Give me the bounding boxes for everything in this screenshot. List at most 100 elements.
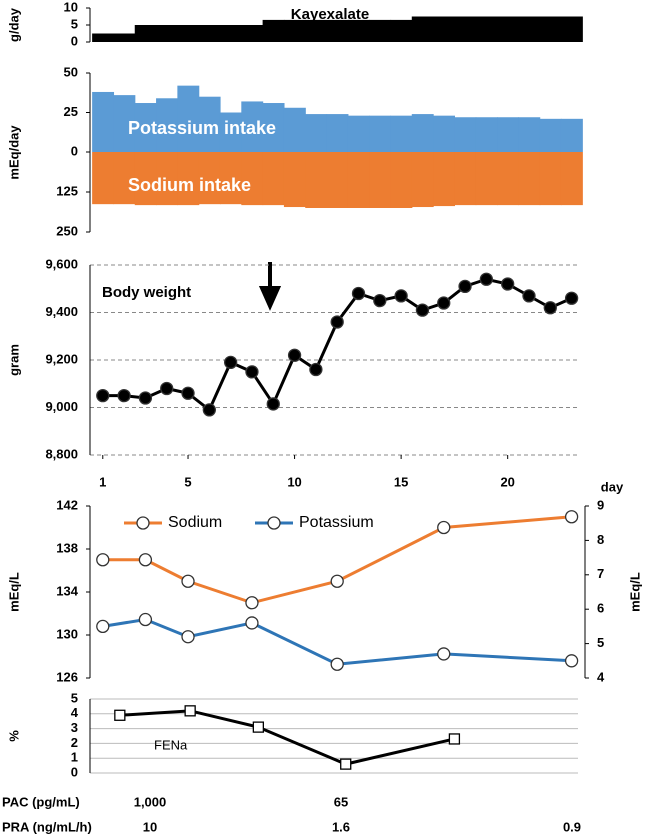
y-axis-title: g/day [6,7,21,42]
bar [560,152,583,206]
marker [181,574,195,588]
y2-axis-title: mEq/L [627,572,642,612]
y-axis-title: mEq/L [6,572,21,612]
marker [394,289,408,303]
y-tick-label: 250 [56,223,78,238]
bar [475,117,498,152]
y-tick-label: 134 [56,583,78,598]
marker [564,291,579,305]
marker [287,348,302,362]
marker [564,510,579,524]
bar [390,115,413,152]
bar [262,152,285,206]
bar [560,118,583,152]
bar [454,16,477,42]
line [102,617,572,666]
bar [347,115,370,152]
bar [433,16,456,42]
bar [198,25,221,42]
bar [241,101,264,152]
y-tick-label: 142 [56,497,78,512]
marker [96,388,110,403]
bar [390,19,413,42]
y-tick-label: 0 [71,143,78,158]
marker [114,709,126,721]
y-axis-title: mEq/day [6,125,21,180]
marker [330,574,344,588]
legend-marker [136,516,150,530]
marker [117,388,131,403]
bar [177,25,200,42]
marker [351,286,366,301]
annotation: Kayexalate [291,6,369,23]
bar [241,152,264,206]
y-tick-label: 126 [56,669,78,684]
bar [219,112,242,152]
x-tick-label: 20 [500,474,514,489]
bar [475,152,498,206]
bar [283,19,306,42]
y2-tick-label: 4 [597,669,605,684]
marker [181,630,195,644]
x-tick-label: 5 [184,474,191,489]
bar [560,16,583,42]
marker [138,391,153,405]
legend-label: Sodium [168,514,222,531]
bar [518,16,541,42]
legend-marker [267,516,281,530]
marker [437,520,451,535]
bar [198,152,221,205]
bar [326,19,349,42]
bar [134,152,157,206]
bar [283,107,306,152]
bar [156,25,178,42]
bar [134,103,157,152]
arrow [258,262,282,311]
bar [475,16,498,42]
bar [454,117,477,152]
annotation: FENa [154,737,188,752]
bar [326,114,349,152]
x-tick-label: 10 [287,474,301,489]
bar [326,152,349,208]
bar [283,152,306,208]
y2-tick-label: 8 [597,532,604,547]
marker [252,721,264,733]
y2-tick-label: 9 [597,497,604,512]
bar [539,152,562,206]
marker [340,758,352,770]
marker [96,619,110,634]
x-tick-label: 15 [394,474,408,489]
cell: 1.6 [332,819,350,834]
marker [181,386,195,400]
y-axis-title: gram [6,344,21,376]
marker [266,397,280,411]
bar [305,19,328,42]
marker [564,654,579,668]
bar [539,118,562,152]
bar [369,152,392,208]
legend-label: Potassium [299,514,374,531]
bar [134,25,157,42]
series-label: Sodium intake [128,175,251,195]
y-tick-label: 130 [56,626,78,641]
y-tick-label: 3 [71,720,78,735]
bar [113,152,136,205]
y-tick-label: 125 [56,183,78,198]
bar [497,152,519,206]
marker [245,616,259,630]
marker [184,705,196,717]
bar [219,25,242,42]
bar [219,152,242,205]
bar [497,16,519,42]
bar [497,117,519,152]
marker [448,733,461,745]
cell: 65 [334,794,348,809]
y-tick-label: 9,200 [45,351,78,366]
bar [156,98,178,152]
marker [138,612,153,627]
row-label: PAC (pg/mL) [2,794,80,809]
bar [411,16,434,42]
x-axis-title: day [601,479,624,494]
